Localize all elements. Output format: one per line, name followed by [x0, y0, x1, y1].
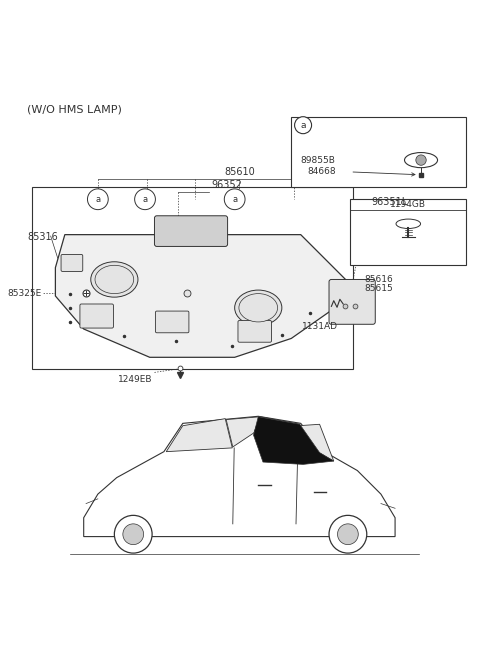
Text: a: a — [232, 195, 237, 204]
FancyBboxPatch shape — [32, 188, 353, 369]
FancyBboxPatch shape — [329, 280, 375, 324]
Text: a: a — [300, 120, 306, 130]
Text: 85316: 85316 — [27, 232, 58, 242]
FancyBboxPatch shape — [291, 116, 466, 188]
Circle shape — [416, 155, 426, 165]
FancyBboxPatch shape — [155, 216, 228, 247]
Text: 89855B: 89855B — [300, 156, 336, 165]
FancyBboxPatch shape — [238, 320, 272, 342]
Text: 1131AD: 1131AD — [301, 322, 337, 331]
Circle shape — [114, 515, 152, 553]
Polygon shape — [254, 417, 300, 441]
Text: a: a — [96, 195, 100, 204]
Circle shape — [224, 189, 245, 210]
Ellipse shape — [396, 219, 420, 228]
Circle shape — [337, 524, 358, 545]
FancyBboxPatch shape — [350, 199, 466, 265]
Circle shape — [329, 515, 367, 553]
FancyBboxPatch shape — [80, 304, 113, 328]
FancyBboxPatch shape — [156, 311, 189, 333]
Circle shape — [135, 189, 156, 210]
Polygon shape — [84, 417, 395, 536]
Ellipse shape — [239, 293, 277, 322]
Polygon shape — [253, 417, 334, 465]
Text: 84668: 84668 — [308, 167, 336, 176]
Text: 1249EB: 1249EB — [118, 375, 152, 384]
Circle shape — [123, 524, 144, 545]
Ellipse shape — [91, 262, 138, 297]
Text: 85616: 85616 — [364, 275, 393, 284]
Text: (W/O HMS LAMP): (W/O HMS LAMP) — [27, 105, 122, 115]
Polygon shape — [55, 235, 348, 357]
Text: 85325E: 85325E — [7, 289, 41, 298]
Circle shape — [295, 116, 312, 134]
FancyBboxPatch shape — [61, 255, 83, 272]
Text: 1194GB: 1194GB — [390, 200, 426, 209]
Ellipse shape — [235, 290, 282, 326]
Text: a: a — [143, 195, 147, 204]
Polygon shape — [299, 424, 334, 461]
Text: 85610: 85610 — [224, 167, 255, 177]
Polygon shape — [226, 417, 260, 447]
Polygon shape — [166, 418, 232, 451]
Ellipse shape — [95, 265, 134, 293]
Circle shape — [87, 189, 108, 210]
Text: 85615: 85615 — [364, 284, 393, 293]
Ellipse shape — [405, 153, 438, 168]
Text: 96351L: 96351L — [372, 197, 408, 207]
Text: 96352: 96352 — [211, 180, 242, 190]
